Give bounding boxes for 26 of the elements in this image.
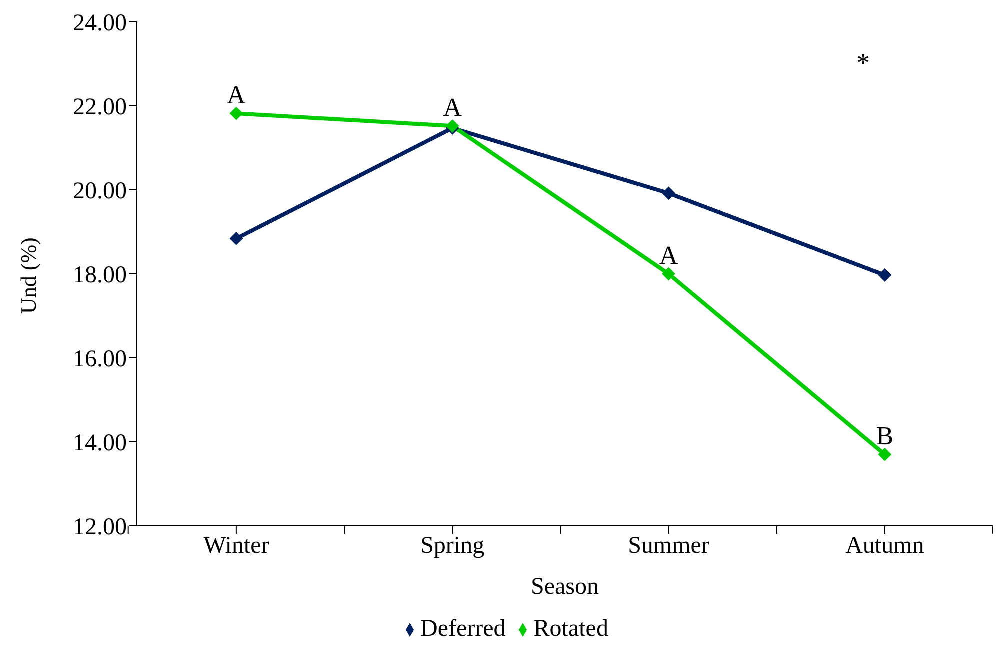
x-tick-label: Autumn xyxy=(846,533,924,560)
x-axis-title: Season xyxy=(531,574,599,600)
annotation: * xyxy=(856,48,870,78)
y-tick-label: 12.00 xyxy=(73,514,127,541)
annotation: A xyxy=(227,80,246,110)
legend-label: Rotated xyxy=(534,616,608,642)
point xyxy=(878,448,892,462)
y-tick-label: 20.00 xyxy=(73,178,127,205)
y-axis-title: Und (%) xyxy=(16,238,41,314)
annotation: A xyxy=(659,241,678,270)
legend-label: Deferred xyxy=(420,616,506,642)
point xyxy=(662,268,676,280)
x-tick-label: Spring xyxy=(420,533,485,560)
y-tick-label: 22.00 xyxy=(73,94,127,121)
x-tick-label: Summer xyxy=(628,533,710,560)
y-tick-label: 14.00 xyxy=(73,430,127,457)
point xyxy=(230,232,243,246)
annotation: B xyxy=(876,422,894,451)
point xyxy=(662,186,676,200)
point xyxy=(230,107,243,120)
y-tick-label: 24.00 xyxy=(73,10,127,37)
y-tick-label: 16.00 xyxy=(73,346,127,373)
x-tick-label: Winter xyxy=(204,533,270,560)
y-tick-label: 18.00 xyxy=(73,262,127,289)
point xyxy=(878,268,892,282)
annotation: A xyxy=(443,93,462,122)
